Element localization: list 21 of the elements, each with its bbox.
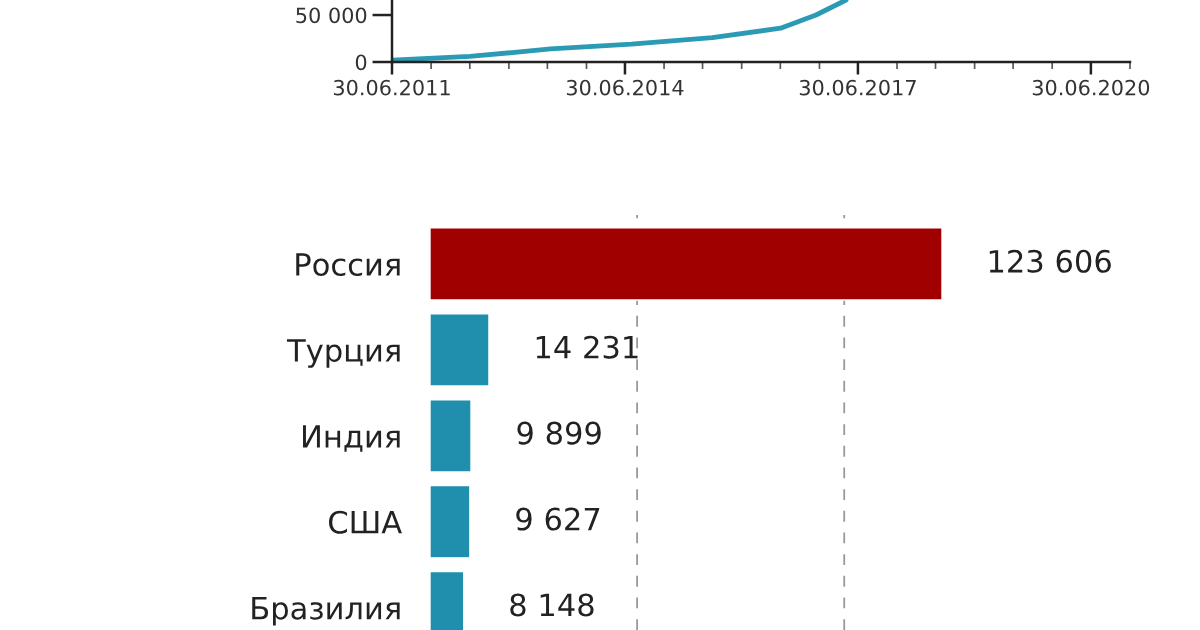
data-label: 14 231 [536,335,638,359]
x-tick-label: 30.06.2017 [799,79,916,96]
y-tick-label: 0 [355,54,367,71]
data-label: 123 606 [989,249,1111,273]
data-label: 8 148 [510,593,594,617]
y-tick-label: Турция [286,339,400,368]
y-tick-label: 50 000 [296,7,367,24]
y-tick-label: США [329,510,402,534]
bar [430,227,943,301]
bar [430,399,472,473]
y-tick-label: Индия [303,425,400,452]
bar [430,313,490,387]
bar [430,484,471,559]
x-tick-label: 30.06.2011 [333,79,450,96]
x-tick-label: 30.06.2014 [566,79,684,96]
line-series [392,0,849,62]
data-label: 9 899 [517,421,601,445]
y-tick-label: Бразилия [252,596,400,626]
data-label: 9 627 [516,507,600,531]
x-tick-label: 30.06.2020 [1032,79,1150,96]
y-tick-label: Россия [296,253,400,277]
